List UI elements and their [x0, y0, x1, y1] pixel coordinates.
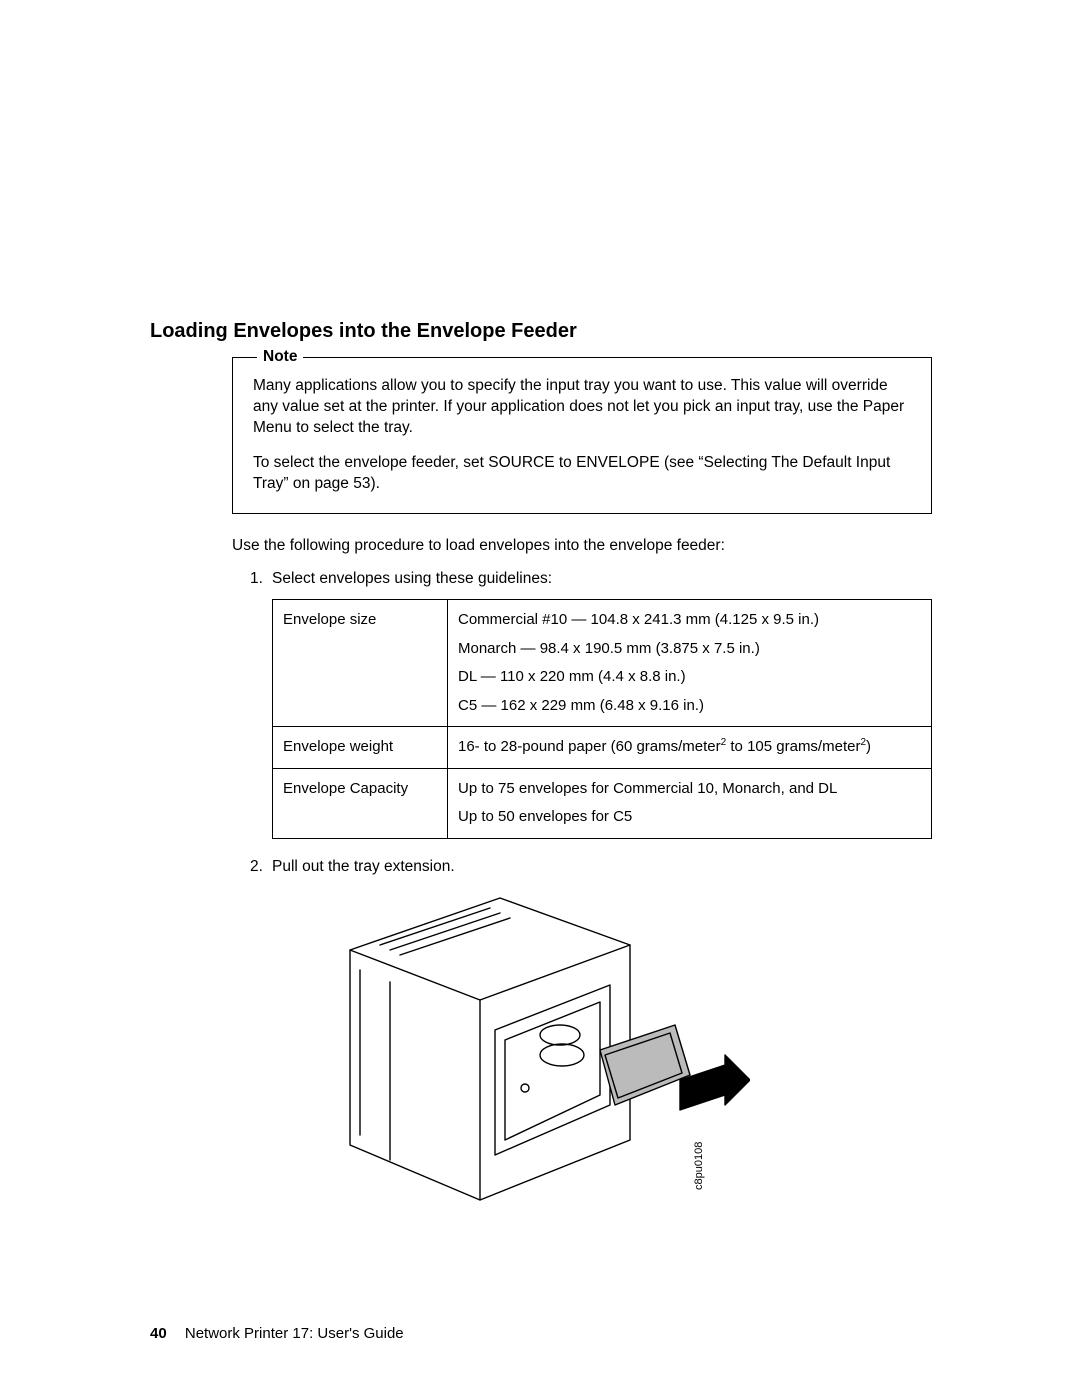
section-heading: Loading Envelopes into the Envelope Feed… — [150, 320, 930, 343]
note-paragraph-1: Many applications allow you to specify t… — [253, 376, 911, 439]
table-row: Envelope weight 16- to 28-pound paper (6… — [273, 727, 932, 769]
step-1-text: Select envelopes using these guidelines: — [272, 569, 552, 590]
cell-envelope-capacity-value: Up to 75 envelopes for Commercial 10, Mo… — [448, 768, 932, 838]
illustration-code: c8pu0108 — [693, 1142, 705, 1190]
size-line: C5 — 162 x 229 mm (6.48 x 9.16 in.) — [458, 692, 921, 721]
page-footer: 40 Network Printer 17: User's Guide — [150, 1325, 404, 1342]
cell-envelope-size-value: Commercial #10 — 104.8 x 241.3 mm (4.125… — [448, 600, 932, 727]
note-box: Note Many applications allow you to spec… — [232, 357, 932, 514]
cell-envelope-size-label: Envelope size — [273, 600, 448, 727]
cell-envelope-weight-label: Envelope weight — [273, 727, 448, 769]
size-line: Commercial #10 — 104.8 x 241.3 mm (4.125… — [458, 606, 921, 635]
capacity-line: Up to 75 envelopes for Commercial 10, Mo… — [458, 775, 921, 804]
cell-envelope-weight-value: 16- to 28-pound paper (60 grams/meter2 t… — [448, 727, 932, 769]
doc-title: Network Printer 17: User's Guide — [185, 1325, 404, 1342]
table-row: Envelope size Commercial #10 — 104.8 x 2… — [273, 600, 932, 727]
note-paragraph-2: To select the envelope feeder, set SOURC… — [253, 453, 911, 495]
intro-text: Use the following procedure to load enve… — [232, 536, 930, 557]
size-line: Monarch — 98.4 x 190.5 mm (3.875 x 7.5 i… — [458, 635, 921, 664]
page: Loading Envelopes into the Envelope Feed… — [0, 0, 1080, 1397]
step-1: 1. Select envelopes using these guidelin… — [250, 569, 930, 590]
note-label: Note — [257, 347, 303, 368]
step-2-text: Pull out the tray extension. — [272, 857, 455, 878]
weight-text-c: ) — [866, 738, 871, 755]
table-row: Envelope Capacity Up to 75 envelopes for… — [273, 768, 932, 838]
capacity-line: Up to 50 envelopes for C5 — [458, 803, 921, 832]
step-2-number: 2. — [250, 857, 272, 878]
weight-text-a: 16- to 28-pound paper (60 grams/meter — [458, 738, 721, 755]
step-2: 2. Pull out the tray extension. — [250, 857, 930, 878]
printer-illustration — [330, 890, 750, 1210]
page-number: 40 — [150, 1325, 167, 1342]
size-line: DL — 110 x 220 mm (4.4 x 8.8 in.) — [458, 663, 921, 692]
illustration-wrapper: c8pu0108 — [330, 890, 750, 1210]
envelope-spec-table: Envelope size Commercial #10 — 104.8 x 2… — [272, 599, 932, 839]
step-1-number: 1. — [250, 569, 272, 590]
cell-envelope-capacity-label: Envelope Capacity — [273, 768, 448, 838]
weight-text-b: to 105 grams/meter — [726, 738, 860, 755]
